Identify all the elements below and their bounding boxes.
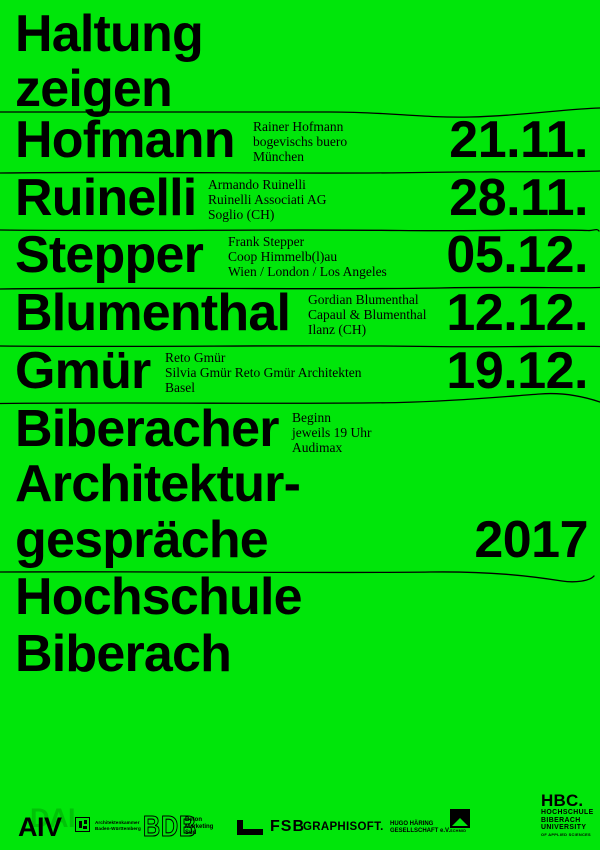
office-city: Ilanz (CH) — [308, 322, 367, 337]
series-row: Biberacher Beginn jeweils 19 Uhr Audimax — [0, 403, 600, 461]
hbc-line4: OF APPLIED SCIENCES — [541, 831, 591, 837]
fsb-logo — [237, 820, 263, 840]
series-word-gespraeche: gespräche — [15, 511, 269, 569]
lecture-date: 19.12. — [446, 342, 588, 400]
bdb-logo: BDB — [143, 810, 197, 843]
info-beginn: Beginn — [292, 410, 331, 425]
lecture-date: 05.12. — [446, 226, 588, 284]
speaker-name: Rainer Hofmann — [253, 119, 344, 134]
schmid-logo: SCHMID — [450, 809, 470, 833]
lecture-row: Gmür Reto Gmür Silvia Gmür Reto Gmür Arc… — [0, 345, 600, 403]
series-word-biberacher: Biberacher — [15, 400, 279, 458]
office-city: Soglio (CH) — [208, 207, 275, 222]
office-name: Coop Himmelb(l)au — [228, 249, 338, 264]
beton-line2: Marketing — [185, 823, 214, 830]
speaker-name: Armando Ruinelli — [208, 177, 306, 192]
hbc-wordmark: HBC. — [541, 791, 584, 810]
info-time: jeweils 19 Uhr — [292, 425, 372, 440]
hugo-haering-logo: HUGO HÄRING GESELLSCHAFT e.V. — [390, 821, 450, 834]
architektenkammer-icon — [75, 817, 90, 832]
graphisoft-logo: GRAPHISOFT. — [303, 821, 384, 833]
schmid-roof-icon — [450, 809, 470, 828]
series-word-biberach: Biberach — [15, 625, 232, 683]
speaker-name: Reto Gmür — [165, 350, 226, 365]
lecture-date: 28.11. — [449, 169, 588, 227]
office-name: Ruinelli Associati AG — [208, 192, 327, 207]
office-city: Wien / London / Los Angeles — [228, 264, 387, 279]
office-city: Basel — [165, 380, 195, 395]
hbc-logo: HBC. HOCHSCHULE BIBERACH UNIVERSITY OF A… — [541, 791, 594, 837]
architektenkammer-logo — [75, 817, 90, 837]
lecture-row: Stepper Frank Stepper Coop Himmelb(l)au … — [0, 229, 600, 287]
lecture-details: Armando Ruinelli Ruinelli Associati AG S… — [208, 177, 327, 222]
hugo-haering-line1: HUGO HÄRING — [390, 821, 434, 827]
office-name: Silvia Gmür Reto Gmür Architekten — [165, 365, 362, 380]
lecture-row: Hofmann Rainer Hofmann bogevischs buero … — [0, 114, 600, 172]
lecture-details: Gordian Blumenthal Capaul & Blumenthal I… — [308, 292, 426, 337]
lecture-details: Reto Gmür Silvia Gmür Reto Gmür Architek… — [165, 350, 361, 395]
beton-line1: Beton — [185, 817, 202, 823]
series-word-hochschule: Hochschule — [15, 568, 303, 626]
series-year: 2017 — [474, 511, 588, 569]
info-venue: Audimax — [292, 440, 343, 455]
beton-marketing-sued-logo: Beton Marketing Süd — [185, 817, 213, 837]
office-city: München — [253, 149, 304, 164]
lecture-date: 12.12. — [446, 284, 588, 342]
office-name: bogevischs buero — [253, 134, 348, 149]
headline-line-2: zeigen — [15, 60, 173, 118]
speaker-name: Gordian Blumenthal — [308, 292, 419, 307]
fsb-wordmark: FSB — [270, 818, 305, 835]
lecture-surname: Blumenthal — [15, 284, 291, 342]
architektenkammer-line1: Architektenkammer — [95, 820, 140, 825]
series-word-architektur: Architektur- — [15, 455, 301, 513]
lecture-details: Rainer Hofmann bogevischs buero München — [253, 119, 347, 164]
lecture-surname: Hofmann — [15, 111, 236, 169]
schmid-wordmark: SCHMID — [450, 829, 467, 833]
aiv-wordmark: AIV — [18, 812, 62, 842]
event-info: Beginn jeweils 19 Uhr Audimax — [292, 410, 371, 455]
architektenkammer-line2: Baden-Württemberg — [95, 826, 141, 831]
hugo-haering-line2: GESELLSCHAFT e.V. — [390, 827, 451, 834]
fsb-handle-icon — [237, 820, 263, 835]
lecture-row: Blumenthal Gordian Blumenthal Capaul & B… — [0, 287, 600, 345]
headline-line-1: Haltung — [15, 5, 204, 63]
lecture-surname: Ruinelli — [15, 169, 197, 227]
lecture-surname: Gmür — [15, 342, 151, 400]
schmid-triangle — [452, 818, 468, 826]
lecture-details: Frank Stepper Coop Himmelb(l)au Wien / L… — [228, 234, 387, 279]
lecture-date: 21.11. — [449, 111, 588, 169]
beton-line3: Süd — [185, 830, 197, 837]
lecture-surname: Stepper — [15, 226, 204, 284]
architektenkammer-text: Architektenkammer Baden-Württemberg — [95, 820, 141, 832]
hbc-line2: BIBERACH — [541, 816, 581, 824]
sponsor-logo-strip: DAI AIV Architektenkammer Baden-Württemb… — [0, 780, 600, 850]
office-name: Capaul & Blumenthal — [308, 307, 427, 322]
hbc-line3: UNIVERSITY — [541, 824, 587, 832]
hbc-line1: HOCHSCHULE — [541, 809, 594, 816]
dai-ghost-mark: DAI — [30, 803, 76, 833]
lecture-row: Ruinelli Armando Ruinelli Ruinelli Assoc… — [0, 172, 600, 230]
speaker-name: Frank Stepper — [228, 234, 305, 249]
aiv-logo: DAI AIV — [18, 803, 76, 843]
